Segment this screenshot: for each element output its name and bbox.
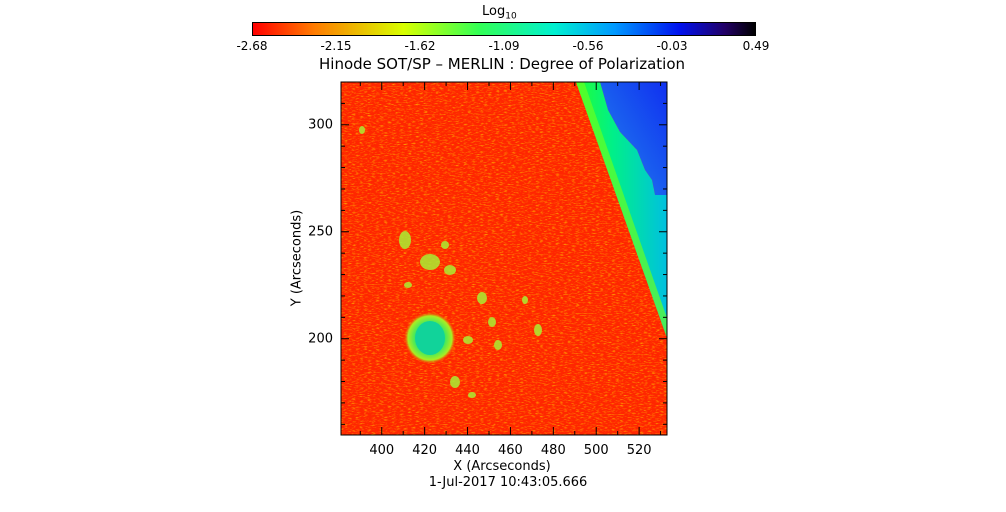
colorbar-tick-label: -0.03 bbox=[656, 39, 688, 53]
plage-patches bbox=[359, 126, 542, 398]
colorbar bbox=[252, 22, 756, 36]
timestamp: 1-Jul-2017 10:43:05.666 bbox=[428, 475, 588, 490]
colorbar-tick-label: -1.62 bbox=[404, 39, 436, 53]
x-tick-label: 480 bbox=[540, 443, 566, 458]
x-tick-label: 520 bbox=[626, 443, 652, 458]
axis-ticks bbox=[341, 81, 667, 435]
x-tick-label: 460 bbox=[498, 443, 523, 458]
y-tick-label: 250 bbox=[308, 224, 333, 240]
x-tick-label: 440 bbox=[455, 443, 480, 458]
colorbar-tick-label: -2.15 bbox=[320, 39, 352, 53]
sunspot-core bbox=[415, 321, 445, 355]
plot-frame bbox=[340, 81, 668, 436]
colorbar-tick-label: -1.09 bbox=[488, 39, 520, 53]
chart-title: Hinode SOT/SP – MERLIN : Degree of Polar… bbox=[319, 55, 685, 73]
colorbar-label-base: Log bbox=[482, 4, 506, 19]
colorbar-label: Log10 bbox=[482, 5, 517, 22]
y-tick-label: 300 bbox=[308, 117, 333, 133]
colorbar-tick-label: -0.56 bbox=[572, 39, 604, 53]
x-tick-label: 420 bbox=[412, 443, 438, 458]
x-tick-label: 400 bbox=[369, 443, 395, 458]
colorbar-tick-label: 0.49 bbox=[742, 39, 770, 53]
y-axis-label: Y (Arcseconds) bbox=[289, 209, 305, 307]
x-axis-label: X (Arcseconds) bbox=[453, 459, 551, 474]
limb-edge bbox=[576, 82, 667, 338]
colorbar-label-subscript: 10 bbox=[505, 11, 517, 22]
off-disk-region bbox=[600, 82, 667, 195]
colorbar-tick-label: -2.68 bbox=[236, 39, 268, 53]
y-tick-label: 200 bbox=[308, 331, 333, 347]
x-tick-label: 500 bbox=[583, 443, 609, 458]
